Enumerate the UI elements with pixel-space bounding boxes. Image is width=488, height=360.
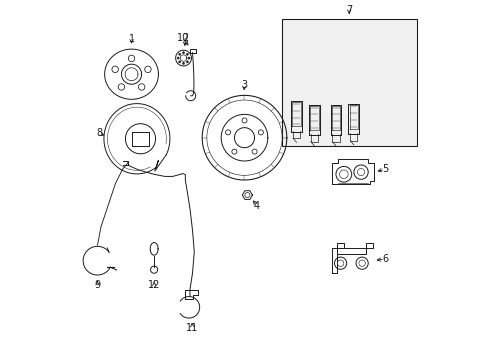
Text: 3: 3 — [241, 80, 247, 90]
Text: 1: 1 — [128, 34, 134, 44]
Text: 4: 4 — [253, 201, 260, 211]
Circle shape — [187, 57, 190, 59]
Circle shape — [177, 57, 179, 59]
Text: 5: 5 — [381, 164, 387, 174]
Circle shape — [182, 51, 184, 54]
Circle shape — [186, 53, 188, 55]
Text: 9: 9 — [94, 280, 101, 290]
Text: 11: 11 — [186, 323, 198, 333]
Text: 7: 7 — [346, 5, 352, 15]
Circle shape — [186, 61, 188, 63]
Text: 10: 10 — [177, 33, 189, 43]
Text: 6: 6 — [381, 254, 387, 264]
Text: 12: 12 — [148, 280, 160, 290]
Circle shape — [178, 61, 181, 63]
Text: 2: 2 — [182, 33, 188, 43]
Text: 8: 8 — [96, 129, 102, 138]
Bar — [282, 19, 416, 146]
Circle shape — [178, 53, 181, 55]
Circle shape — [182, 62, 184, 64]
